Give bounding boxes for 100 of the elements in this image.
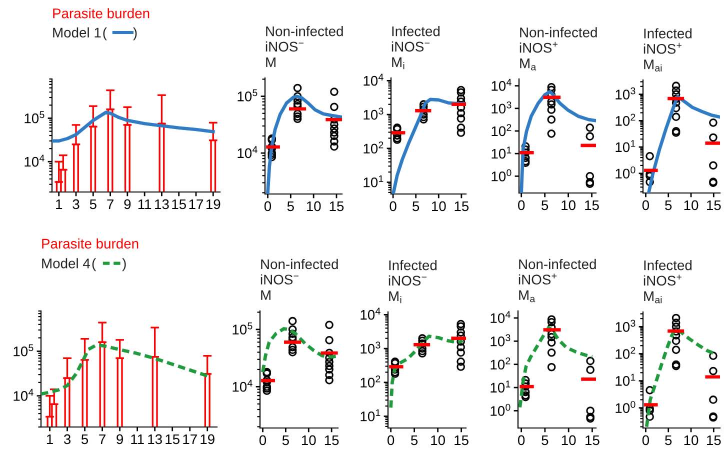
x-tick-label: 3 xyxy=(72,199,80,210)
x-tick-label: 5 xyxy=(81,434,88,444)
y-tick-label: 10$^{2}$ xyxy=(364,141,384,154)
y-tick-label: 10$^{0}$ xyxy=(492,169,512,182)
y-tick-label: 10$^{2}$ xyxy=(490,357,510,370)
chart-title: Non-infected iNOS$^{−}$ M xyxy=(266,26,343,67)
x-tick-label: 15 xyxy=(586,435,600,446)
x-tick-label: 0 xyxy=(642,435,650,446)
x-tick-label: 15 xyxy=(172,199,186,210)
x-tick-label: 5 xyxy=(542,435,548,446)
y-tick-label: 10$^{3}$ xyxy=(360,342,380,354)
y-tick-label: 10$^{2}$ xyxy=(616,114,636,126)
y-tick-label: 10$^{3}$ xyxy=(490,334,510,346)
x-tick-label: 1 xyxy=(56,199,62,210)
x-tick-label: 17 xyxy=(189,199,204,210)
y-tick-label: 10$^{3}$ xyxy=(364,108,384,120)
x-tick-label: 0 xyxy=(264,201,272,212)
y-tick-label: 10$^{5}$ xyxy=(24,111,44,124)
x-tick-label: 15 xyxy=(585,200,599,210)
y-tick-label: 10$^{4}$ xyxy=(232,380,252,392)
x-tick-label: 15 xyxy=(166,434,180,444)
text: ) xyxy=(133,27,137,40)
y-tick-label: 10$^{4}$ xyxy=(364,74,384,86)
x-tick-label: 5 xyxy=(665,200,672,210)
y-tick-label: 10$^{5}$ xyxy=(232,322,252,334)
x-tick-label: 15 xyxy=(330,201,344,212)
legend-label: Model 4 xyxy=(42,258,90,268)
x-tick-label: 0 xyxy=(642,200,650,210)
text: ( xyxy=(103,27,107,40)
x-tick-label: 5 xyxy=(411,435,418,446)
x-tick-label: 9 xyxy=(116,434,124,444)
x-tick-label: 5 xyxy=(412,201,420,212)
x-tick-label: 9 xyxy=(124,199,131,210)
chart-title: Non-infected iNOS$^{+}$ M$_{a}$ xyxy=(520,27,597,70)
chart-title: Parasite burden xyxy=(42,238,138,249)
text: ) xyxy=(122,258,126,272)
y-tick-label: 10$^{5}$ xyxy=(14,344,34,356)
x-tick-label: 5 xyxy=(665,435,672,446)
x-tick-label: 0 xyxy=(388,435,394,446)
x-tick-label: 10 xyxy=(432,201,446,212)
x-tick-label: 5 xyxy=(542,200,548,210)
y-tick-label: 10$^{1}$ xyxy=(492,146,512,159)
x-tick-label: 13 xyxy=(148,434,162,444)
x-tick-label: 17 xyxy=(183,434,197,444)
chart-title: Infected iNOS$^{−}$ M$_{i}$ xyxy=(392,26,440,70)
y-tick-label: 10$^{0}$ xyxy=(490,404,510,416)
chart-title: Non-infected iNOS$^{−}$ M xyxy=(260,258,338,300)
x-tick-label: 11 xyxy=(138,199,152,210)
y-tick-label: 10$^{2}$ xyxy=(492,124,512,136)
y-tick-label: 10$^{1}$ xyxy=(364,175,384,188)
y-tick-label: 10$^{5}$ xyxy=(238,89,258,102)
y-tick-label: 10$^{2}$ xyxy=(616,346,636,359)
chart-title: Infected iNOS$^{+}$ M$_{ai}$ xyxy=(644,28,692,72)
x-tick-label: 3 xyxy=(64,434,71,444)
x-tick-label: 15 xyxy=(454,435,468,446)
chart-title: Non-infected iNOS$^{+}$ M$_{a}$ xyxy=(518,258,596,302)
y-tick-label: 10$^{4}$ xyxy=(238,146,258,158)
y-tick-label: 10$^{0}$ xyxy=(616,166,636,179)
y-tick-label: 10$^{1}$ xyxy=(490,380,510,393)
x-tick-label: 5 xyxy=(287,201,294,212)
x-tick-label: 5 xyxy=(282,435,289,446)
x-tick-label: 5 xyxy=(90,199,96,210)
x-tick-label: 0 xyxy=(390,201,396,212)
x-tick-label: 11 xyxy=(131,434,144,444)
x-tick-label: 15 xyxy=(706,435,721,446)
x-tick-label: 10 xyxy=(562,435,576,446)
x-tick-label: 15 xyxy=(706,200,721,210)
y-tick-label: 10$^{4}$ xyxy=(490,311,510,324)
y-tick-label: 10$^{3}$ xyxy=(616,87,636,100)
x-tick-label: 19 xyxy=(200,434,214,444)
chart-title: Infected iNOS$^{−}$ M$_{i}$ xyxy=(388,260,437,304)
x-tick-label: 0 xyxy=(518,200,525,210)
text: ( xyxy=(92,258,96,272)
y-tick-label: 10$^{1}$ xyxy=(616,374,636,386)
x-tick-label: 10 xyxy=(306,201,321,212)
x-tick-label: 10 xyxy=(562,200,576,210)
y-tick-label: 10$^{3}$ xyxy=(492,101,512,114)
y-tick-label: 10$^{4}$ xyxy=(24,154,44,167)
x-tick-label: 15 xyxy=(324,435,339,446)
legend-label: Model 1 xyxy=(53,27,101,38)
y-tick-label: 10$^{4}$ xyxy=(14,388,34,401)
x-tick-label: 15 xyxy=(454,201,469,212)
x-tick-label: 0 xyxy=(518,435,525,446)
x-tick-label: 19 xyxy=(206,199,220,210)
x-tick-label: 0 xyxy=(259,435,266,446)
x-tick-label: 13 xyxy=(155,199,169,210)
y-tick-label: 10$^{3}$ xyxy=(616,320,636,332)
x-tick-label: 10 xyxy=(684,435,698,446)
y-tick-label: 10$^{4}$ xyxy=(492,78,512,91)
y-tick-label: 10$^{1}$ xyxy=(616,140,636,152)
y-tick-label: 10$^{4}$ xyxy=(360,308,380,320)
y-tick-label: 10$^{1}$ xyxy=(360,409,380,422)
x-tick-label: 10 xyxy=(431,435,445,446)
x-tick-label: 10 xyxy=(302,435,316,446)
y-tick-label: 10$^{0}$ xyxy=(616,400,636,414)
y-tick-label: 10$^{2}$ xyxy=(360,375,380,388)
chart-title: Parasite burden xyxy=(53,8,150,18)
x-tick-label: 10 xyxy=(684,200,698,210)
x-tick-label: 7 xyxy=(99,434,106,444)
chart-title: Infected iNOS$^{+}$ M$_{ai}$ xyxy=(644,260,692,304)
